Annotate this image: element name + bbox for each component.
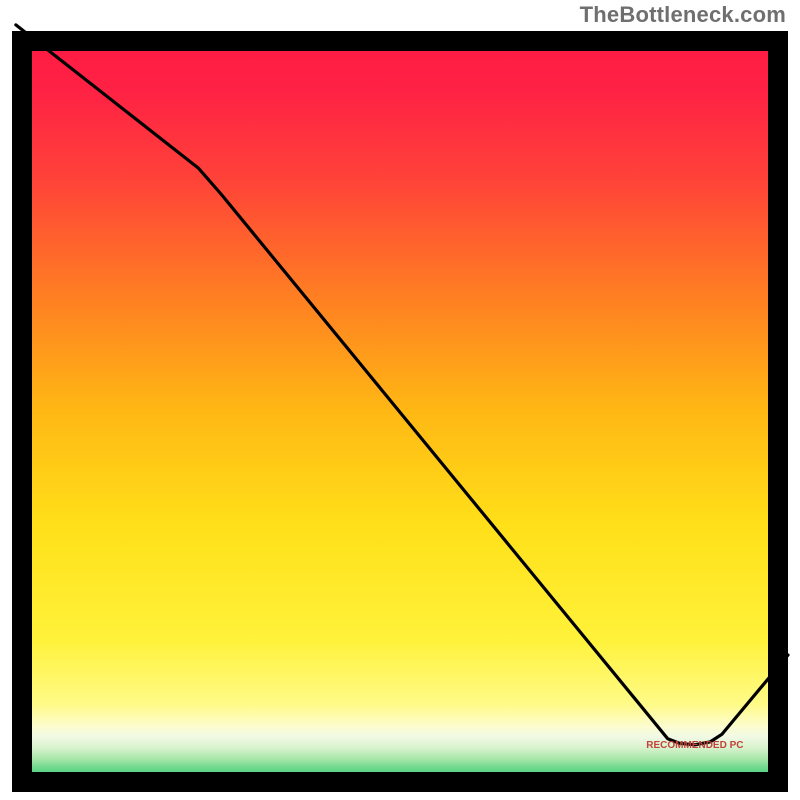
chart-area: RECOMMENDED PC	[12, 31, 788, 792]
curve-layer	[12, 31, 788, 792]
recommended-pc-label: RECOMMENDED PC	[646, 740, 743, 751]
watermark-text: TheBottleneck.com	[580, 2, 786, 28]
bottleneck-curve	[16, 25, 788, 745]
stage: TheBottleneck.com RECOMMENDED PC	[0, 0, 800, 800]
